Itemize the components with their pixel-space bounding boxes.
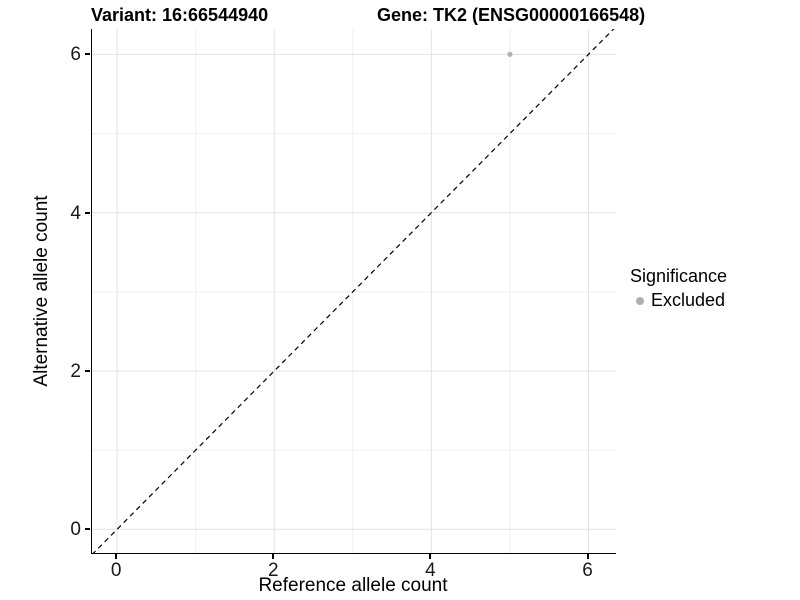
x-tick-mark — [272, 554, 275, 559]
plot-title-variant: Variant: 16:66544940 — [91, 5, 269, 25]
x-tick-label: 4 — [425, 560, 436, 581]
y-tick-label: 2 — [70, 360, 81, 382]
y-tick-label: 0 — [70, 519, 81, 541]
excluded-point-icon — [636, 296, 644, 305]
data-point — [507, 51, 513, 57]
y-tick-mark — [85, 369, 90, 372]
chart-canvas — [92, 29, 616, 553]
y-tick-mark — [85, 53, 90, 56]
x-tick-mark — [586, 554, 589, 559]
plot-panel — [91, 29, 616, 554]
plot-title-gene: Gene: TK2 (ENSG00000166548) — [377, 5, 646, 25]
x-tick-label: 0 — [110, 560, 122, 581]
x-tick-label: 6 — [582, 560, 593, 581]
y-tick-mark — [85, 211, 90, 214]
x-tick-mark — [115, 554, 118, 559]
x-tick-label: 2 — [267, 560, 279, 581]
y-tick-label: 6 — [70, 44, 81, 66]
y-tick-mark — [85, 528, 90, 531]
legend-item-label: Excluded — [651, 290, 726, 310]
x-axis-title: Reference allele count — [258, 575, 448, 596]
y-tick-label: 4 — [70, 202, 81, 224]
x-tick-mark — [429, 554, 432, 559]
legend: Significance Excluded — [630, 266, 727, 311]
y-axis-title: Alternative allele count — [31, 195, 52, 387]
legend-item-excluded: Excluded — [630, 290, 727, 311]
legend-title: Significance — [630, 266, 728, 286]
